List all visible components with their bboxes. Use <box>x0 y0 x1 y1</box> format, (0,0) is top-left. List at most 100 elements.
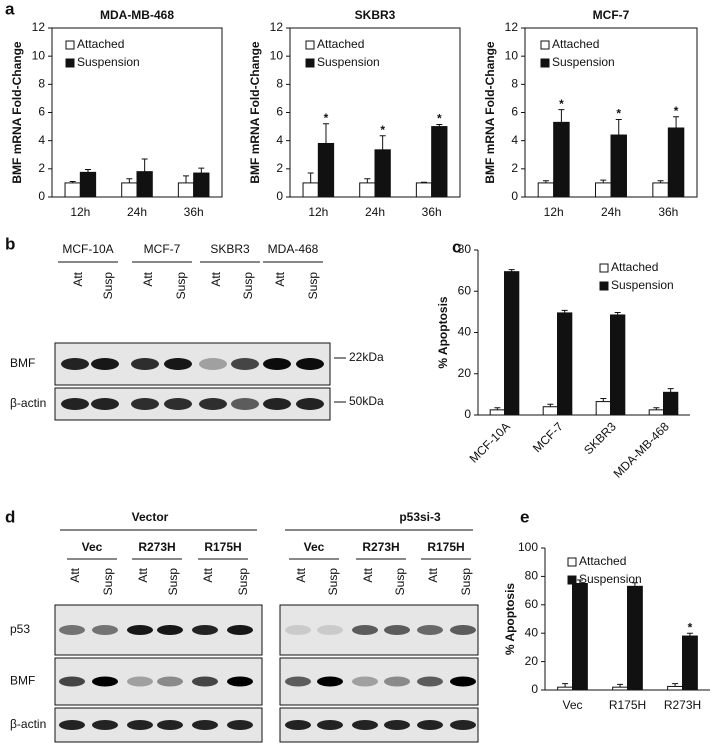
significance-mark: * <box>616 107 621 121</box>
blot-label: Att <box>273 271 287 286</box>
error-bar <box>561 309 568 313</box>
x-tick-label: 24h <box>365 205 385 219</box>
band <box>192 676 218 687</box>
y-tick-label: 0 <box>511 189 518 203</box>
band <box>417 676 443 687</box>
band <box>352 720 378 730</box>
y-tick-label: 10 <box>270 48 284 62</box>
band <box>157 676 183 687</box>
blot-label: SKBR3 <box>210 242 250 256</box>
band <box>92 625 118 635</box>
y-tick-label: 20 <box>525 654 539 668</box>
bar <box>610 314 626 416</box>
error-bar <box>364 178 371 183</box>
legend-swatch <box>65 58 75 68</box>
bar <box>553 121 570 198</box>
blot-label: 22kDa <box>349 350 384 364</box>
bar <box>79 171 97 198</box>
band <box>384 720 410 730</box>
band <box>384 625 410 635</box>
y-tick-label: 100 <box>518 540 538 554</box>
blot-label: Susp <box>241 272 255 300</box>
error-bar <box>653 407 660 410</box>
blot-label: 50kDa <box>349 394 384 408</box>
legend-label: Attached <box>611 260 658 274</box>
band <box>127 625 153 635</box>
y-tick-label: 40 <box>525 625 539 639</box>
blot-label: Att <box>209 271 223 286</box>
bar <box>504 271 520 416</box>
legend-swatch <box>599 281 609 291</box>
error-bar <box>183 175 190 183</box>
band <box>61 398 89 410</box>
x-tick-label: 12h <box>544 205 564 219</box>
bar <box>121 182 138 198</box>
error-bar <box>672 683 679 687</box>
band <box>131 398 159 410</box>
bar <box>667 685 684 691</box>
bar <box>177 182 195 198</box>
y-tick-label: 4 <box>511 133 518 147</box>
blot-label: Att <box>136 567 150 582</box>
chart-title: SKBR3 <box>355 8 396 22</box>
band <box>164 398 192 410</box>
error-bar <box>508 269 515 272</box>
band <box>157 625 183 635</box>
bar <box>627 585 643 691</box>
y-tick-label: 2 <box>511 161 518 175</box>
band <box>285 625 311 635</box>
band <box>231 358 259 370</box>
y-tick-label: 2 <box>38 161 45 175</box>
legend-label: Attached <box>317 37 364 51</box>
bar <box>64 182 81 198</box>
legend-swatch <box>65 40 75 50</box>
band <box>59 676 85 687</box>
bar <box>663 391 679 416</box>
panel-label: e <box>520 507 529 526</box>
significance-mark: * <box>559 97 564 111</box>
band <box>352 676 378 687</box>
error-bar <box>307 172 314 183</box>
x-tick-label: R175H <box>609 698 646 712</box>
y-tick-label: 12 <box>270 20 284 34</box>
band <box>91 398 119 410</box>
band <box>352 625 378 635</box>
legend-swatch <box>567 557 577 567</box>
band <box>227 625 253 635</box>
significance-mark: * <box>380 123 385 137</box>
y-tick-label: 4 <box>276 133 283 147</box>
band <box>296 398 324 410</box>
blot-label: Susp <box>174 272 188 300</box>
blot-label: Susp <box>306 272 320 300</box>
y-tick-label: 4 <box>38 133 45 147</box>
error-bar <box>614 311 621 315</box>
band <box>450 720 476 730</box>
band <box>384 676 410 687</box>
y-tick-label: 10 <box>505 48 519 62</box>
error-bar <box>69 181 76 183</box>
blot-label: Att <box>294 567 308 582</box>
legend-swatch <box>305 40 315 50</box>
y-tick-label: 80 <box>525 569 539 583</box>
legend-label: Suspension <box>552 55 615 69</box>
bar <box>136 171 153 198</box>
legend-label: Attached <box>579 554 626 568</box>
y-tick-label: 0 <box>531 682 538 696</box>
blot-label: MDA-468 <box>268 242 319 256</box>
bar <box>648 409 665 416</box>
blot-label: MCF-10A <box>62 242 113 256</box>
blot-label: Att <box>71 271 85 286</box>
x-tick-label: SKBR3 <box>581 419 619 457</box>
bar <box>542 406 559 416</box>
x-tick-label: 36h <box>422 205 442 219</box>
blot-label: BMF <box>10 674 35 688</box>
legend-label: Attached <box>552 37 599 51</box>
y-axis-label: BMF mRNA Fold-Change <box>10 41 24 184</box>
blot-box <box>279 707 479 743</box>
legend-swatch <box>567 575 577 585</box>
blot-label: Att <box>141 271 155 286</box>
bar <box>557 686 574 691</box>
blot-box <box>279 657 479 706</box>
